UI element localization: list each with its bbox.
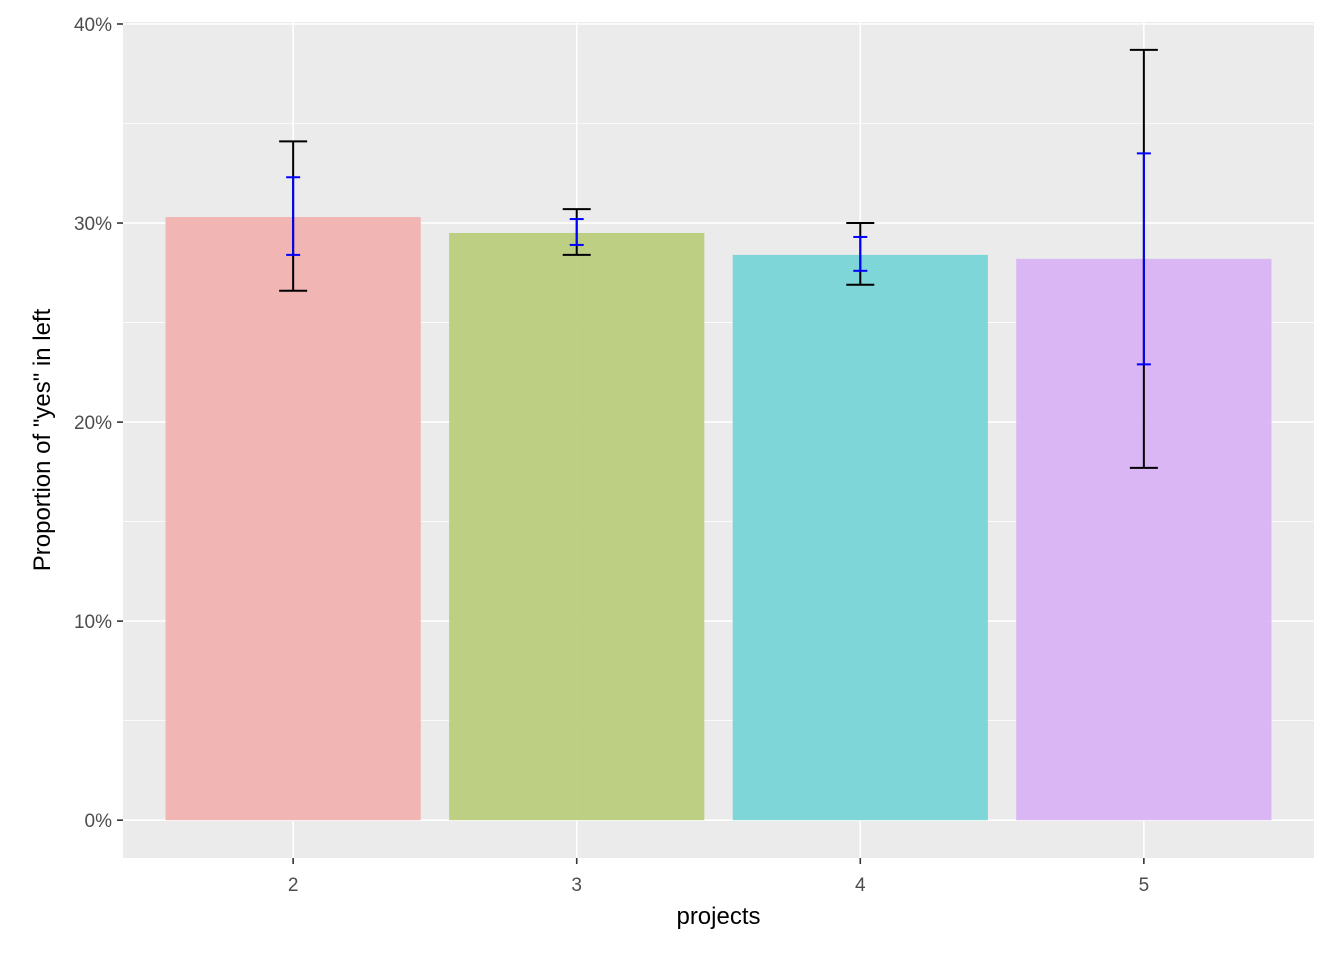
x-axis: 2 3 4 5 (288, 858, 1149, 896)
x-axis-title: projects (676, 903, 760, 930)
y-tick-label: 0% (85, 811, 113, 832)
y-tick-label: 20% (74, 413, 112, 434)
bar-2 (165, 217, 421, 821)
error-bar-inner-3 (569, 218, 584, 246)
x-tick-label: 2 (288, 875, 299, 896)
bar-3 (449, 232, 705, 821)
x-tick-label: 4 (855, 875, 866, 896)
y-axis: 0% 10% 20% 30% 40% (74, 15, 123, 832)
y-tick-label: 10% (74, 612, 112, 633)
y-tick-label: 30% (74, 214, 112, 235)
error-bar-inner-4 (853, 235, 868, 272)
error-bar-inner-5 (1136, 152, 1151, 366)
y-tick-label: 40% (74, 15, 112, 36)
x-tick-label: 5 (1139, 875, 1150, 896)
error-bar-inner-2 (286, 176, 301, 256)
bar-4 (732, 254, 988, 821)
y-axis-title: Proportion of "yes" in left (29, 308, 56, 571)
x-tick-label: 3 (571, 875, 582, 896)
error-bars (279, 48, 1158, 469)
